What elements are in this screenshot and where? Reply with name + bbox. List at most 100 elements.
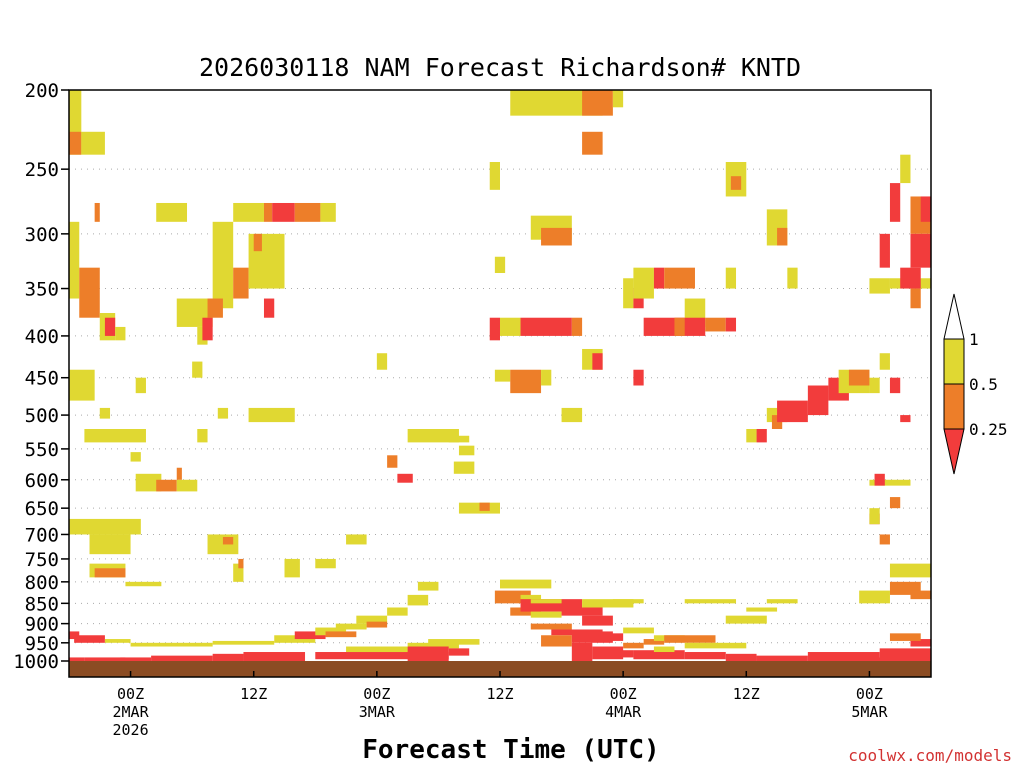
- cell-53: [120, 657, 152, 661]
- cell-44: [233, 563, 244, 582]
- y-tick-label-800: 800: [25, 572, 59, 594]
- cell-74: [407, 646, 449, 661]
- colorbar-top-arrow: [943, 293, 965, 340]
- x-tick-label-0-1: 2MAR: [113, 703, 150, 721]
- cell-69: [417, 581, 439, 591]
- cell-151: [674, 317, 685, 336]
- y-tick-label-400: 400: [25, 326, 59, 348]
- cell-7: [272, 202, 295, 222]
- cell-34: [156, 479, 177, 492]
- cell-70: [315, 652, 449, 660]
- y-tick-label-250: 250: [25, 159, 59, 181]
- credit-link[interactable]: coolwx.com/models: [848, 746, 1012, 765]
- cell-116: [889, 633, 921, 641]
- cell-103: [633, 650, 685, 660]
- cell-123: [530, 599, 562, 604]
- cell-100: [602, 633, 624, 641]
- x-tick-label-1-0: 12Z: [240, 685, 267, 703]
- cell-146: [664, 267, 695, 289]
- cell-109: [684, 652, 726, 660]
- cell-168: [869, 377, 880, 394]
- cell-161: [756, 428, 767, 443]
- cell-117: [725, 615, 767, 624]
- cell-54: [151, 655, 213, 661]
- cell-52: [84, 657, 126, 661]
- cell-130: [541, 227, 572, 246]
- cell-128: [489, 161, 500, 190]
- y-tick-label-300: 300: [25, 224, 59, 246]
- cell-102: [612, 650, 634, 658]
- cell-78: [448, 435, 470, 443]
- cell-67: [387, 607, 408, 616]
- colorbar: 1 0.5 0.25: [943, 293, 1008, 475]
- cell-115: [910, 639, 931, 647]
- cell-72: [407, 642, 459, 649]
- cell-93: [530, 623, 572, 630]
- cell-118: [746, 607, 778, 612]
- cell-180: [910, 590, 931, 600]
- cell-171: [900, 415, 911, 423]
- cell-170: [889, 377, 901, 394]
- cell-173: [874, 473, 885, 486]
- cell-51: [69, 657, 85, 661]
- cell-108: [684, 642, 747, 649]
- colorbar-label-0.5: 0.5: [969, 375, 998, 394]
- y-tick-label-850: 850: [25, 593, 59, 615]
- cell-82: [453, 461, 475, 474]
- cell-144: [633, 267, 654, 299]
- cell-177: [879, 534, 890, 545]
- colorbar-bin-1: [943, 383, 965, 430]
- y-tick-label-350: 350: [25, 279, 59, 301]
- cell-14: [115, 326, 126, 341]
- cell-9: [320, 202, 336, 222]
- cell-27: [99, 407, 111, 419]
- cell-134: [520, 317, 572, 336]
- cell-191: [869, 278, 890, 294]
- cell-90: [530, 611, 562, 618]
- y-axis: 200 250 300 350 400 450 500 550 600 650 700 7508008…: [13, 80, 69, 673]
- cell-81: [397, 473, 413, 483]
- colorbar-bin-0: [943, 338, 965, 385]
- cell-3: [94, 202, 100, 222]
- cell-49: [69, 631, 80, 640]
- cell-50: [74, 635, 105, 643]
- cell-87: [520, 594, 542, 604]
- cell-15: [212, 221, 234, 309]
- y-tick-label-550: 550: [25, 439, 59, 461]
- cell-110: [725, 653, 757, 661]
- cell-46: [284, 558, 300, 578]
- y-tick-label-650: 650: [25, 498, 59, 520]
- cell-112: [807, 652, 880, 661]
- cell-36: [176, 467, 182, 480]
- x-tick-label-3-0: 12Z: [486, 685, 513, 703]
- cell-185: [920, 196, 931, 222]
- cell-66: [366, 621, 388, 628]
- cell-178: [889, 563, 931, 578]
- cell-181: [859, 590, 890, 604]
- cell-157: [787, 267, 798, 289]
- cell-35: [176, 479, 198, 492]
- cell-169: [879, 353, 890, 370]
- cell-155: [777, 227, 788, 246]
- cell-55: [212, 653, 244, 661]
- x-tick-label-0-2: 2026: [113, 721, 149, 739]
- chart-title: 2026030118 NAM Forecast Richardson# KNTD: [199, 53, 801, 82]
- y-tick-label-600: 600: [25, 470, 59, 492]
- cell-28: [84, 428, 146, 443]
- cell-145: [653, 267, 665, 289]
- cell-10: [69, 221, 80, 299]
- cell-11: [79, 267, 100, 318]
- cell-75: [448, 648, 470, 656]
- cell-114: [869, 657, 911, 661]
- x-tick-label-6-0: 00Z: [856, 685, 883, 703]
- cell-31: [197, 428, 208, 443]
- cell-127: [582, 131, 603, 155]
- x-tick-label-2-0: 00Z: [363, 685, 390, 703]
- cell-96: [571, 631, 613, 643]
- cell-107: [653, 646, 675, 653]
- cell-33: [135, 473, 162, 492]
- cell-19: [263, 298, 275, 318]
- y-tick-label-500: 500: [25, 405, 59, 427]
